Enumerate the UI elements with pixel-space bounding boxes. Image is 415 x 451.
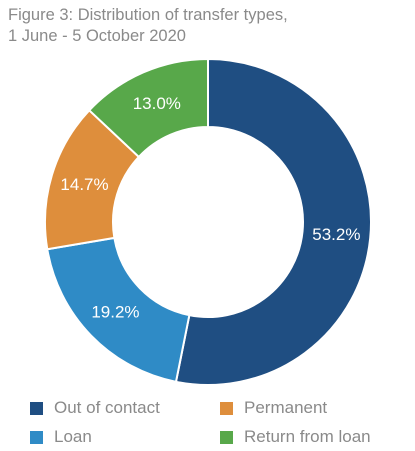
slice-out-of-contact [174, 57, 372, 386]
slice-return-from-loan [87, 57, 209, 159]
legend-swatch [220, 401, 233, 415]
donut-chart: 53.2% 19.2% 14.7% 13.0% [44, 57, 372, 386]
data-label-loan: 19.2% [91, 302, 139, 321]
chart-title: Figure 3: Distribution of transfer types… [8, 6, 288, 24]
data-label-permanent: 14.7% [60, 175, 108, 194]
legend-label: Return from loan [244, 427, 371, 446]
chart-title-block: Figure 3: Distribution of transfer types… [8, 5, 408, 47]
legend-item-return-from-loan: Return from loan [220, 427, 371, 447]
legend-label: Permanent [244, 398, 328, 417]
legend-item-out-of-contact: Out of contact [30, 398, 160, 418]
legend-label: Out of contact [54, 398, 160, 417]
data-label-out-of-contact: 53.2% [312, 225, 360, 244]
chart-subtitle: 1 June - 5 October 2020 [8, 27, 186, 45]
legend-swatch [220, 430, 233, 444]
legend-swatch [30, 401, 43, 415]
data-label-return-from-loan: 13.0% [133, 94, 181, 113]
legend-item-loan: Loan [30, 427, 92, 447]
legend-swatch [30, 430, 43, 444]
chart-legend: Out of contact Permanent Loan Return from l… [30, 398, 410, 450]
legend-item-permanent: Permanent [220, 398, 327, 418]
legend-label: Loan [54, 427, 92, 446]
